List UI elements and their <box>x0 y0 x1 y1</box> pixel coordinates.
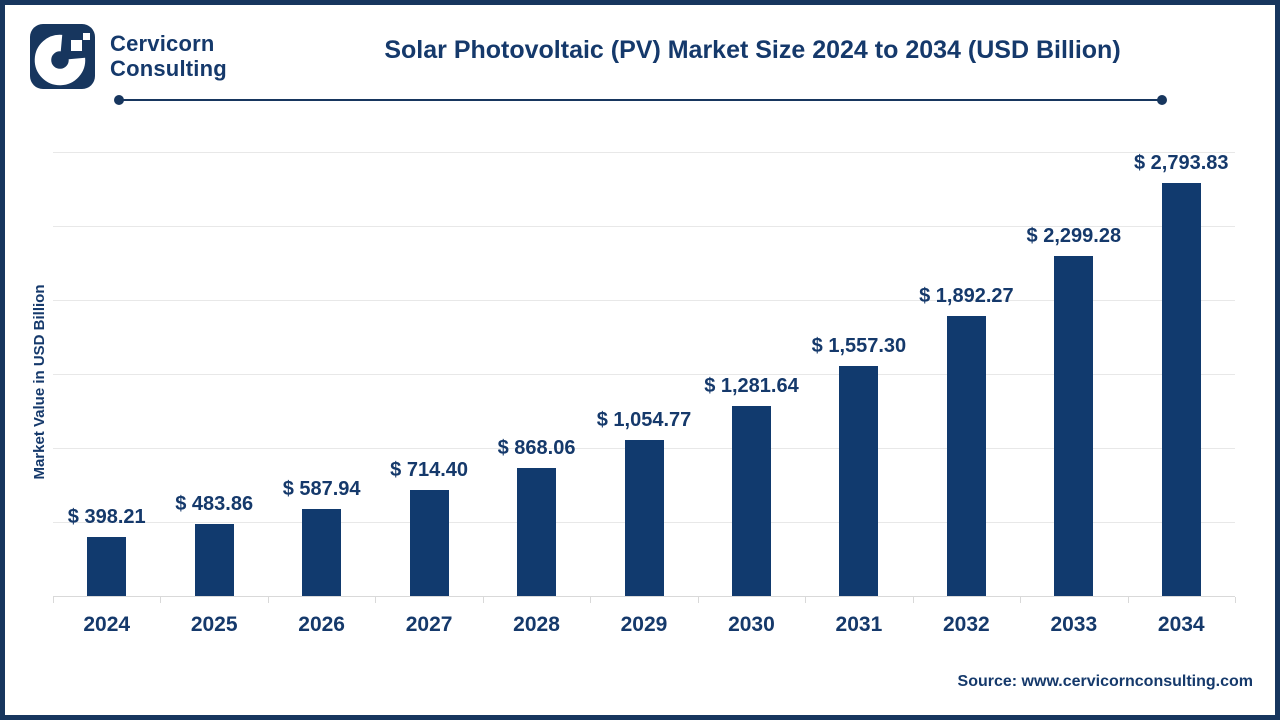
c-pixel-logo-icon <box>30 24 95 89</box>
x-axis-label: 2033 <box>1050 613 1098 636</box>
gridline <box>53 226 1235 227</box>
divider-dot-right <box>1157 95 1167 105</box>
x-axis-tick <box>697 597 699 603</box>
bar <box>87 537 127 596</box>
x-axis-tick <box>267 597 269 603</box>
bar <box>839 365 879 596</box>
x-axis-line <box>53 596 1235 597</box>
bar-value-label: $ 868.06 <box>497 436 576 459</box>
gridline <box>53 152 1235 153</box>
x-axis-tick <box>1235 597 1236 603</box>
bar-value-label: $ 714.40 <box>390 459 468 482</box>
x-axis-label: 2025 <box>190 613 238 636</box>
bar <box>302 508 342 596</box>
chart-title: Solar Photovoltaic (PV) Market Size 2024… <box>384 36 1121 64</box>
x-axis-tick <box>482 597 484 603</box>
bar-value-label: $ 1,892.27 <box>919 284 1014 307</box>
bar <box>946 315 986 596</box>
company-name: Cervicorn Consulting <box>110 31 227 81</box>
x-axis-tick <box>160 597 162 603</box>
x-axis-label: 2029 <box>620 613 668 636</box>
bar-value-label: $ 1,557.30 <box>811 334 907 357</box>
bar <box>517 467 557 596</box>
bar <box>624 439 664 596</box>
x-axis-tick <box>53 597 54 603</box>
bar-value-label: $ 587.94 <box>282 477 361 500</box>
company-name-line1: Cervicorn <box>110 31 215 56</box>
x-axis-tick <box>1127 597 1129 603</box>
x-axis-tick <box>375 597 377 603</box>
gridline <box>53 300 1235 301</box>
x-axis-tick <box>805 597 807 603</box>
x-axis-label: 2032 <box>942 613 990 636</box>
bar <box>409 490 449 596</box>
company-name-line2: Consulting <box>110 56 227 81</box>
bar-value-label: $ 398.21 <box>67 506 146 529</box>
x-axis-label: 2024 <box>83 613 131 636</box>
company-logo <box>30 24 95 89</box>
x-axis-label: 2034 <box>1157 613 1205 636</box>
bar-value-label: $ 1,054.77 <box>596 408 692 431</box>
divider-line <box>119 99 1162 101</box>
bar <box>1054 255 1094 596</box>
x-axis-label: 2027 <box>405 613 453 636</box>
x-axis-tick <box>1020 597 1022 603</box>
gridline <box>53 374 1235 375</box>
bar-value-label: $ 2,299.28 <box>1026 224 1122 247</box>
x-axis-label: 2031 <box>835 613 883 636</box>
x-axis-label: 2028 <box>513 613 560 636</box>
bar <box>1161 182 1201 596</box>
source-note: Source: www.cervicornconsulting.com <box>957 673 1253 690</box>
x-axis-label: 2026 <box>298 613 345 636</box>
x-axis-tick <box>912 597 914 603</box>
bar <box>731 406 771 596</box>
x-axis-label: 2030 <box>728 613 775 636</box>
bar-value-label: $ 2,793.83 <box>1134 151 1229 174</box>
bar <box>194 524 234 596</box>
bar-value-label: $ 1,281.64 <box>704 375 799 398</box>
bar-value-label: $ 483.86 <box>175 493 254 516</box>
x-axis-tick <box>590 597 592 603</box>
